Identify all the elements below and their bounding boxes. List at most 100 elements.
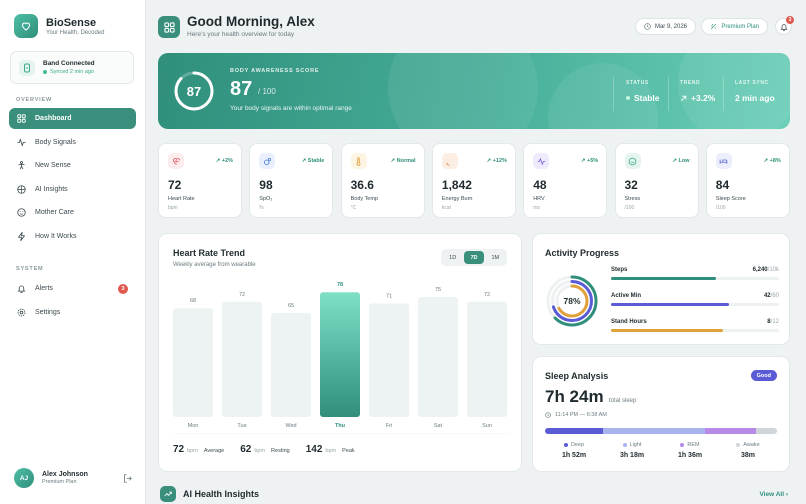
sidebar-item-dashboard[interactable]: Dashboard [9,108,136,129]
heart-rate-summary: 72 bpm Average 62 bpm Resting 142 bpm Pe… [173,444,355,455]
metric-unit: °C [350,205,357,211]
sleep-range-text: 11:14 PM — 6:38 AM [555,412,607,418]
heart-logo-icon [14,14,38,38]
metric-label: Stress [624,196,641,202]
bar-mon[interactable] [173,308,213,417]
band-icon [19,59,35,76]
sleep-quality-badge: Good [750,370,777,381]
bar-wed[interactable] [271,313,311,417]
metric-unit: /100 [715,205,726,211]
bar-tue[interactable] [222,301,262,417]
divider [613,77,614,111]
last-sync-label: LAST SYNC [735,80,769,86]
sidebar-item-alerts[interactable]: Alerts 3 [9,278,136,299]
metric-card[interactable]: ↗ Stable 98 SpO₂% [249,143,334,218]
premium-plan-pill[interactable]: Premium Plan [701,18,768,35]
hero-decoration [678,53,790,129]
bar-sat[interactable] [418,297,458,417]
bar-value-label: 72 [484,292,490,298]
metric-card[interactable]: ↗ +8% 84 Sleep Score/100 [705,143,790,218]
legend-dot [563,443,568,447]
user-profile[interactable]: AJ Alex Johnson Premium Plan [14,468,132,488]
sleep-total-label: total sleep [609,398,637,404]
sleep-duration: 7h 24m [545,387,604,406]
range-7d-button[interactable]: 7D [464,251,484,264]
bar-thu[interactable] [320,292,360,417]
user-plan: Premium Plan [42,479,77,485]
plan-text: Premium Plan [721,23,759,30]
sleep-stage: Awake 38m [719,442,777,459]
bar-value-label: 68 [190,298,196,304]
score-ring-value: 87 [186,83,202,99]
sidebar-item-new-sense[interactable]: New Sense [9,155,136,176]
sidebar-item-settings[interactable]: Settings [9,302,136,323]
metric-value: 36.6 [350,178,374,192]
metric-trend-text: Low [678,158,690,164]
avatar: AJ [14,468,34,488]
sidebar-item-label: Alerts [35,285,53,292]
sleep-analysis-panel: Sleep Analysis Good 7h 24m total sleep 1… [532,356,790,472]
bar-value-label: 78 [337,282,343,288]
legend-dot [736,443,741,447]
metric-card[interactable]: ↗ Normal 36.6 Body Temp °C [340,143,425,218]
gear-icon [17,308,26,316]
logout-icon[interactable] [123,473,132,483]
metric-label: Sleep Score [715,196,746,202]
metric-card[interactable]: ↗ Low 32 Stress/100 [614,143,699,218]
activity-value: 8/12 [767,319,779,325]
ring-progress [551,280,593,322]
sleep-segment-deep [545,428,603,434]
metric-card[interactable]: ↗ +5% 48 HRV ms [523,143,608,218]
bar-value-label: 71 [386,293,392,299]
stage-duration: 1h 52m [561,452,587,459]
metric-trend-text: Normal [396,158,416,164]
x-tick-label: Thu [335,423,345,429]
panel-title: Heart Rate Trend [173,248,246,258]
sidebar-item-body-signals[interactable]: Body Signals [9,132,136,153]
sleep-segment-rem [705,428,757,434]
metric-label: HRV [533,196,545,202]
score-value: 87 [230,78,253,100]
sidebar: BioSense Your Health, Decoded Band Conne… [0,0,146,504]
brand[interactable]: BioSense Your Health, Decoded [14,14,105,38]
view-all-label: View All [759,491,785,498]
x-tick-label: Mon [188,423,199,429]
sidebar-item-label: Dashboard [35,115,72,122]
activity-label: Stand Hours [611,319,647,325]
metric-trend-text: +8% [769,158,781,164]
date-pill[interactable]: Mar 9, 2026 [634,18,696,35]
body-awareness-hero: 87 BODY AWARENESS SCORE 87 / 100 Your bo… [158,53,790,129]
thermometer-icon [350,153,367,169]
notifications-button[interactable]: 3 [775,16,794,35]
metric-card[interactable]: ↗ +2% 72 Heart Rate bpm [158,143,242,218]
summary-average: 72 bpm Average [173,444,224,455]
band-status-card[interactable]: Band Connected Synced 2 min ago [10,51,134,84]
summary-peak: 142 bpm Peak [306,444,355,455]
range-1d-button[interactable]: 1D [449,254,457,261]
bar-sun[interactable] [467,301,507,417]
sidebar-item-mother-care[interactable]: Mother Care [9,202,136,223]
metric-card[interactable]: ↗ +12% 1,842 Energy Burn kcal [431,143,516,218]
system-section-label: SYSTEM [16,266,44,272]
bar-fri[interactable] [369,303,409,417]
summary-unit: bpm [254,448,266,454]
alerts-count-badge: 3 [118,283,128,294]
heart-icon [168,153,184,169]
sleep-segment-light [603,428,706,434]
metric-trend-text: +2% [221,158,233,164]
trend-stat: TREND +3.2% [680,80,715,103]
score-description: Your body signals are within optimal ran… [230,105,352,112]
range-1m-button[interactable]: 1M [491,254,500,261]
flame-icon [441,153,458,169]
sidebar-item-how-it-works[interactable]: How It Works [9,226,136,247]
view-all-link[interactable]: View All › [759,491,788,498]
activity-current: 6,240 [752,267,768,273]
stage-label: Light [629,442,642,448]
sleep-segment-awake [756,428,777,434]
status-dot [626,96,630,100]
clock-icon [644,23,651,30]
sidebar-item-ai-insights[interactable]: AI Insights [9,179,136,200]
dashboard-icon [158,16,180,38]
metric-label: Body Temp [350,196,379,202]
brand-name: BioSense [46,16,97,29]
